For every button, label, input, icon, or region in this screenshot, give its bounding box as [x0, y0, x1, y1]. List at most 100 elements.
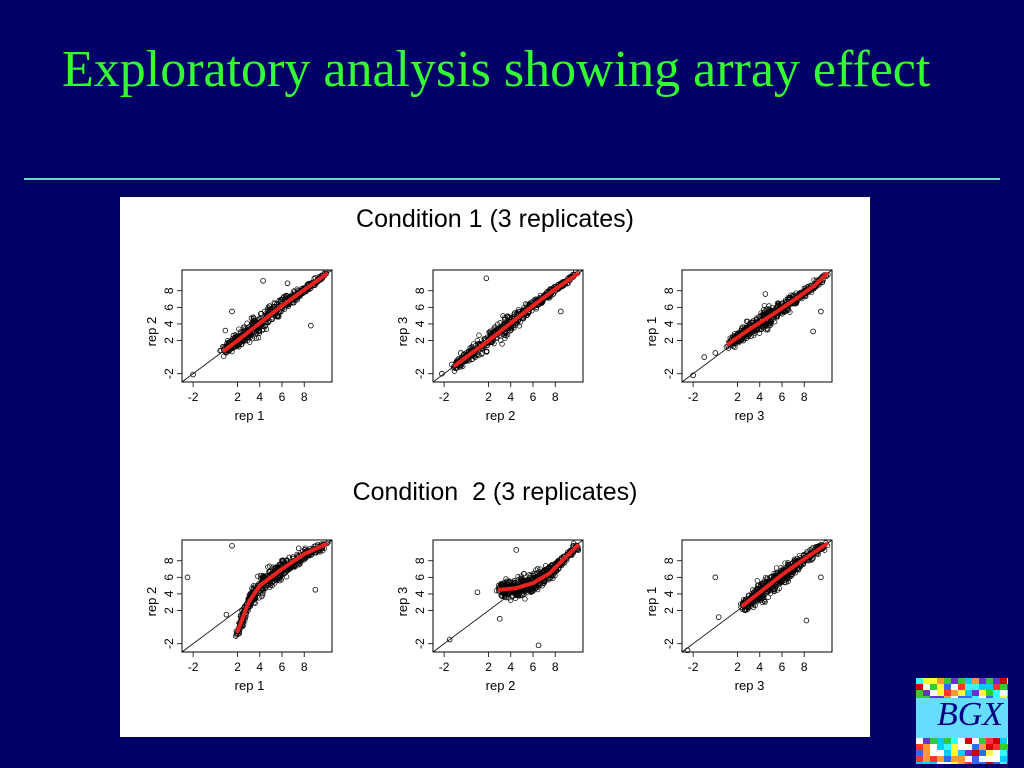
outlier-point: [439, 370, 445, 377]
logo-mosaic-cell: [1007, 756, 1008, 762]
x-tick-label: 4: [756, 660, 763, 674]
data-point: [229, 348, 235, 355]
logo-mosaic-cell: [965, 684, 972, 690]
data-point: [785, 578, 791, 585]
y-tick-label: 2: [662, 337, 676, 344]
logo-mosaic-cell: [958, 684, 965, 690]
outlier-point: [190, 371, 196, 378]
data-point: [763, 579, 769, 585]
figure-panel: Condition 1 (3 replicates) Condition 2 (…: [120, 197, 870, 737]
y-tick-label: -2: [413, 638, 427, 649]
data-point: [809, 556, 815, 562]
outlier-point: [684, 647, 691, 654]
data-point: [530, 588, 536, 594]
data-point: [469, 356, 475, 362]
y-tick-label: 4: [162, 590, 176, 597]
data-point: [789, 571, 795, 577]
y-tick-label: 4: [413, 590, 427, 597]
logo-mosaic-cell: [972, 690, 979, 696]
data-point: [494, 321, 501, 327]
data-point: [535, 566, 541, 572]
outlier-point: [712, 350, 719, 356]
data-point: [764, 576, 770, 582]
logo-mosaic-cell: [958, 690, 965, 696]
y-tick-label: 6: [413, 574, 427, 581]
logo-mosaic-cell: [1007, 762, 1008, 764]
logo-mosaic-cell: [965, 744, 972, 750]
outlier-point: [295, 545, 302, 552]
logo-mosaic-cell: [965, 756, 972, 762]
logo-mosaic-cell: [993, 762, 1000, 764]
y-tick-label: 4: [662, 320, 676, 327]
x-tick-label: 8: [801, 660, 808, 674]
y-tick-label: 8: [662, 287, 676, 294]
data-point: [778, 564, 784, 571]
x-tick-label: 4: [507, 390, 514, 404]
logo-mosaic-cell: [1000, 762, 1007, 764]
y-tick-label: 2: [662, 607, 676, 614]
x-tick-label: 4: [756, 390, 763, 404]
logo-mosaic-cell: [972, 750, 979, 756]
data-point: [779, 311, 785, 317]
data-point: [549, 562, 555, 568]
data-point: [751, 332, 757, 338]
logo-mosaic-cell: [1000, 738, 1007, 744]
logo-mosaic-cell: [965, 762, 972, 764]
logo-mosaic-cell: [965, 750, 972, 756]
data-point: [751, 589, 757, 595]
x-tick-label: -2: [188, 390, 199, 404]
x-tick-label: -2: [439, 390, 450, 404]
logo-mosaic-cell: [923, 756, 930, 762]
data-point: [278, 309, 284, 315]
data-point: [236, 326, 242, 332]
logo-mosaic-cell: [937, 738, 944, 744]
y-axis-label: rep 2: [144, 587, 159, 617]
y-tick-label: 8: [413, 557, 427, 564]
data-point: [266, 569, 273, 575]
logo-mosaic-cell: [930, 762, 937, 764]
logo-mosaic-cell: [986, 678, 993, 684]
data-point: [280, 557, 286, 563]
x-axis-label: rep 1: [235, 678, 265, 693]
data-point: [457, 364, 464, 370]
logo-mosaic-cell: [916, 678, 923, 684]
y-tick-label: 6: [162, 574, 176, 581]
data-point: [761, 307, 767, 313]
x-tick-label: 6: [779, 390, 786, 404]
logo-text: BGX: [936, 696, 1004, 733]
outlier-point: [762, 291, 769, 297]
outlier-point: [284, 280, 291, 287]
data-point: [460, 363, 466, 369]
data-point: [503, 576, 509, 582]
logo-mosaic-cell: [944, 750, 951, 756]
scatter-plot-grid: -2 2 4 6 8 -2 2 4 6 8 rep 1 rep 2 -2 2 4 6 8 -2 2 4 6 8 rep 2 r…: [144, 269, 833, 693]
data-point: [273, 564, 279, 570]
x-axis-label: rep 3: [735, 678, 765, 693]
condition-2-title: Condition 2 (3 replicates): [352, 478, 638, 506]
fit-line: [741, 542, 829, 608]
logo-mosaic-cell: [972, 756, 979, 762]
data-point: [260, 592, 266, 598]
y-tick-label: 6: [162, 304, 176, 311]
logo-mosaic-cell: [986, 762, 993, 764]
outlier-point: [260, 277, 266, 284]
data-point: [474, 337, 481, 344]
logo-mosaic-cell: [979, 684, 986, 690]
data-point: [757, 594, 764, 601]
logo-mosaic-cell: [916, 762, 923, 764]
data-point: [765, 594, 771, 600]
outlier-point: [557, 308, 564, 315]
point-cloud: [233, 540, 331, 639]
logo-mosaic-cell: [958, 678, 965, 684]
logo-mosaic-cell: [923, 762, 930, 764]
data-point: [768, 318, 774, 324]
logo-mosaic-cell: [951, 750, 958, 756]
y-axis-label: rep 1: [644, 587, 659, 617]
logo-mosaic-cell: [916, 738, 923, 744]
x-tick-label: 8: [552, 660, 559, 674]
logo-mosaic-cell: [972, 684, 979, 690]
data-point: [253, 335, 259, 342]
scatter-plot-2-1: -2 2 4 6 8 -2 2 4 6 8 rep 1 rep 2: [144, 539, 333, 693]
y-tick-label: 2: [162, 607, 176, 614]
y-tick-label: 4: [162, 320, 176, 327]
